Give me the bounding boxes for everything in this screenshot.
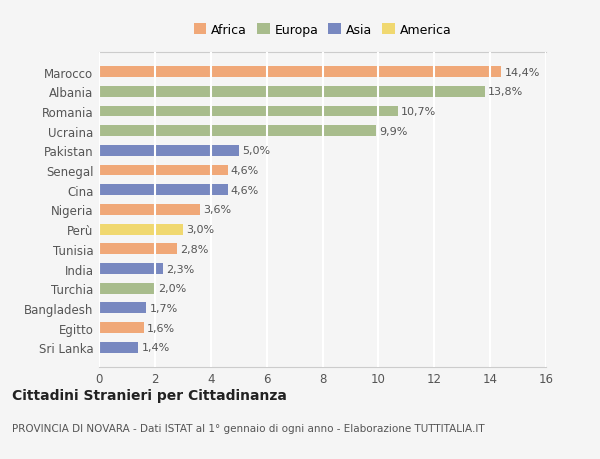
Text: 5,0%: 5,0% — [242, 146, 270, 156]
Text: 3,0%: 3,0% — [186, 224, 214, 235]
Text: 3,6%: 3,6% — [203, 205, 231, 215]
Text: 4,6%: 4,6% — [231, 166, 259, 176]
Text: 13,8%: 13,8% — [488, 87, 523, 97]
Text: 14,4%: 14,4% — [505, 67, 540, 78]
Bar — [99, 323, 144, 333]
Text: 10,7%: 10,7% — [401, 107, 437, 117]
Bar — [99, 165, 227, 176]
Text: 2,8%: 2,8% — [181, 244, 209, 254]
Text: 2,0%: 2,0% — [158, 284, 187, 294]
Bar — [99, 263, 163, 274]
Text: 1,6%: 1,6% — [147, 323, 175, 333]
Bar — [99, 205, 200, 215]
Text: 9,9%: 9,9% — [379, 126, 407, 136]
Bar — [99, 244, 177, 255]
Text: 2,3%: 2,3% — [167, 264, 195, 274]
Text: 4,6%: 4,6% — [231, 185, 259, 196]
Bar — [99, 224, 183, 235]
Bar — [99, 146, 239, 157]
Bar — [99, 67, 502, 78]
Bar — [99, 106, 398, 117]
Bar — [99, 126, 376, 137]
Bar — [99, 303, 146, 313]
Bar — [99, 283, 155, 294]
Text: PROVINCIA DI NOVARA - Dati ISTAT al 1° gennaio di ogni anno - Elaborazione TUTTI: PROVINCIA DI NOVARA - Dati ISTAT al 1° g… — [12, 424, 485, 433]
Bar — [99, 185, 227, 196]
Text: 1,4%: 1,4% — [142, 342, 170, 353]
Bar — [99, 342, 138, 353]
Text: Cittadini Stranieri per Cittadinanza: Cittadini Stranieri per Cittadinanza — [12, 388, 287, 403]
Bar — [99, 87, 485, 97]
Legend: Africa, Europa, Asia, America: Africa, Europa, Asia, America — [191, 21, 454, 39]
Text: 1,7%: 1,7% — [150, 303, 178, 313]
